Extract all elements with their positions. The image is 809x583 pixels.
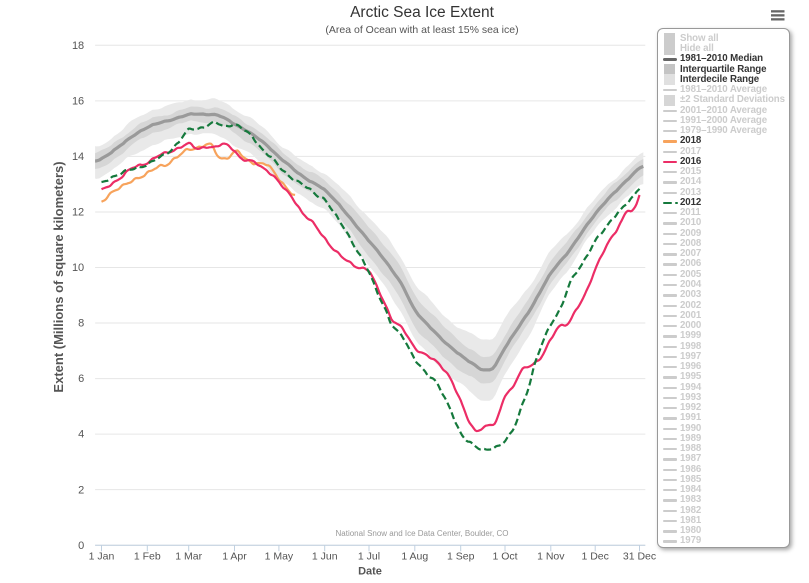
svg-text:1 Oct: 1 Oct bbox=[492, 551, 517, 563]
svg-text:1 May: 1 May bbox=[265, 551, 294, 563]
svg-text:4: 4 bbox=[78, 429, 84, 441]
svg-text:10: 10 bbox=[72, 262, 84, 274]
svg-text:1 Jul: 1 Jul bbox=[358, 551, 380, 563]
svg-text:1 Jan: 1 Jan bbox=[89, 551, 115, 563]
svg-text:Extent (Millions of square kil: Extent (Millions of square kilometers) bbox=[51, 161, 66, 392]
svg-text:2: 2 bbox=[78, 484, 84, 496]
svg-text:8: 8 bbox=[78, 318, 84, 330]
svg-text:Date: Date bbox=[358, 566, 382, 578]
svg-text:(Area of Ocean with at least 1: (Area of Ocean with at least 15% sea ice… bbox=[325, 24, 518, 36]
svg-text:National Snow and Ice Data Cen: National Snow and Ice Data Center, Bould… bbox=[336, 529, 509, 538]
svg-text:1 Apr: 1 Apr bbox=[222, 551, 247, 563]
svg-text:14: 14 bbox=[72, 151, 84, 163]
svg-text:1 Dec: 1 Dec bbox=[581, 551, 608, 563]
svg-text:1 Feb: 1 Feb bbox=[134, 551, 161, 563]
svg-text:18: 18 bbox=[72, 40, 84, 52]
svg-text:6: 6 bbox=[78, 373, 84, 385]
svg-text:12: 12 bbox=[72, 207, 84, 219]
svg-text:1 Nov: 1 Nov bbox=[537, 551, 565, 563]
svg-text:1 Jun: 1 Jun bbox=[312, 551, 338, 563]
svg-text:16: 16 bbox=[72, 95, 84, 107]
svg-text:0: 0 bbox=[78, 540, 84, 552]
svg-text:31 Dec: 31 Dec bbox=[623, 551, 656, 563]
svg-text:1 Sep: 1 Sep bbox=[447, 551, 475, 563]
svg-text:1 Aug: 1 Aug bbox=[401, 551, 428, 563]
svg-text:Arctic Sea Ice Extent: Arctic Sea Ice Extent bbox=[350, 4, 495, 21]
svg-text:1 Mar: 1 Mar bbox=[175, 551, 202, 563]
